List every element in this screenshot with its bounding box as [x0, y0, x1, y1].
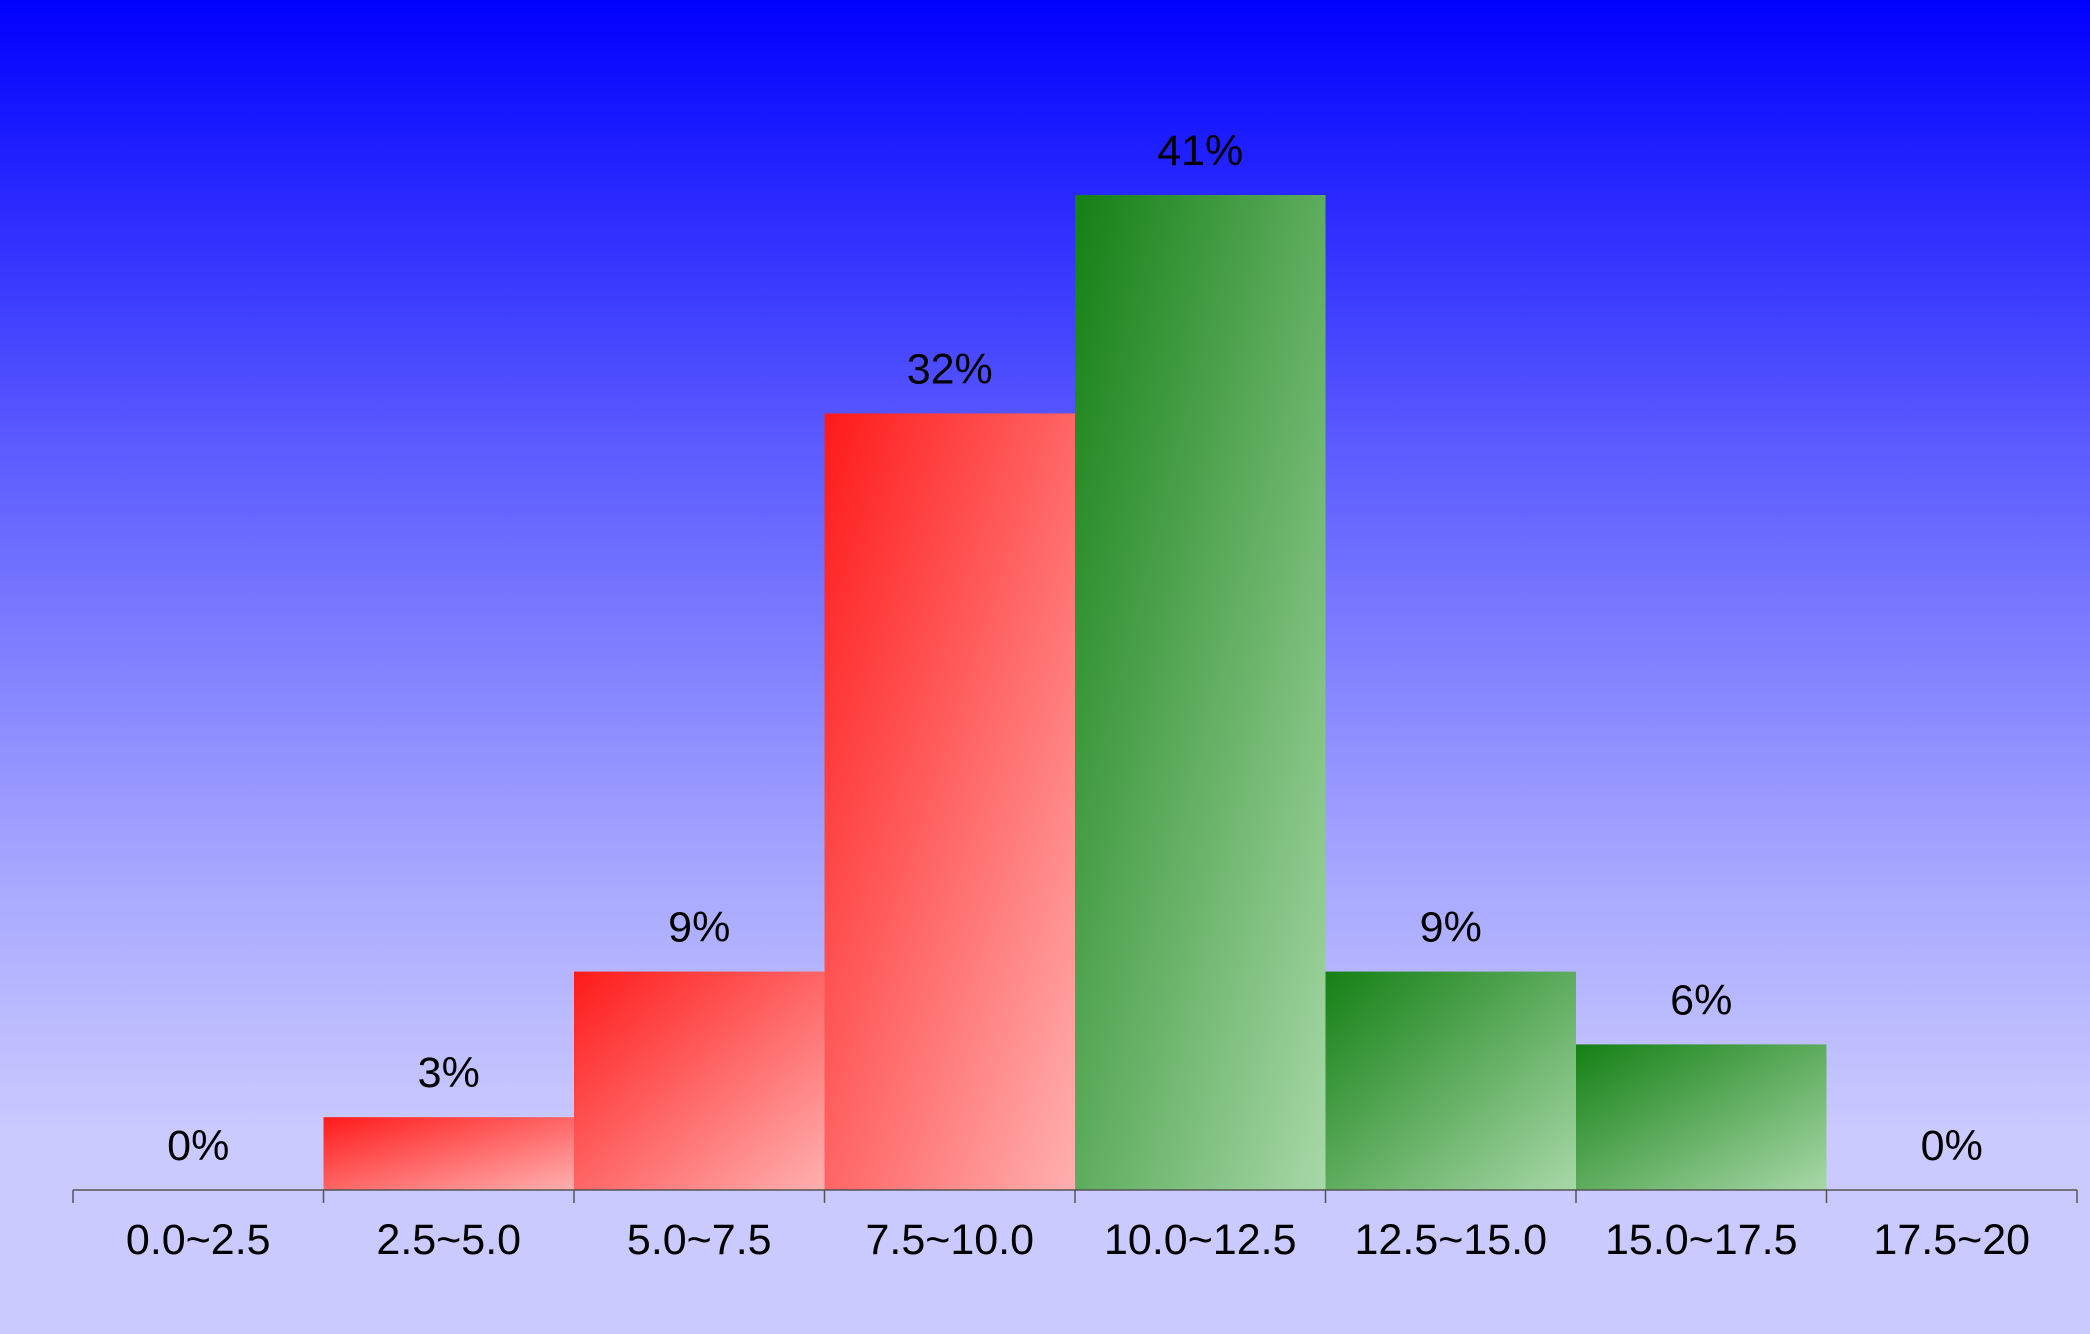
x-tick-label: 15.0~17.5 [1605, 1216, 1798, 1264]
x-tick-label: 5.0~7.5 [627, 1216, 772, 1264]
value-labels-group: 0% 3% 9% 32% 41% 9% 6% 0% [167, 127, 1983, 1170]
x-tick-label: 10.0~12.5 [1104, 1216, 1297, 1264]
bar-12.5~15.0 [1325, 971, 1576, 1190]
value-label: 6% [1670, 976, 1732, 1024]
x-tick-label: 17.5~20 [1873, 1216, 2030, 1264]
x-tick-label: 0.0~2.5 [126, 1216, 271, 1264]
value-label: 41% [1157, 127, 1243, 175]
bar-7.5~10.0 [824, 413, 1075, 1190]
value-label: 9% [668, 904, 730, 952]
bar-5.0~7.5 [574, 971, 825, 1190]
x-tick-label: 12.5~15.0 [1355, 1216, 1548, 1264]
x-ticks-group [72, 1190, 2078, 1203]
bar-15.0~17.5 [1576, 1044, 1827, 1190]
bar-10.0~12.5 [1075, 195, 1326, 1190]
x-tick-label: 7.5~10.0 [865, 1216, 1034, 1264]
bars-group [323, 195, 1827, 1190]
x-tick-labels-group: 0.0~2.5 2.5~5.0 5.0~7.5 7.5~10.0 10.0~12.5 12… [126, 1216, 2030, 1264]
value-label: 9% [1420, 904, 1482, 952]
bar-2.5~5.0 [323, 1117, 574, 1190]
value-label: 32% [907, 345, 993, 393]
x-tick-label: 2.5~5.0 [376, 1216, 521, 1264]
value-label: 0% [1921, 1122, 1983, 1170]
value-label: 3% [418, 1049, 480, 1097]
value-label: 0% [167, 1122, 229, 1170]
